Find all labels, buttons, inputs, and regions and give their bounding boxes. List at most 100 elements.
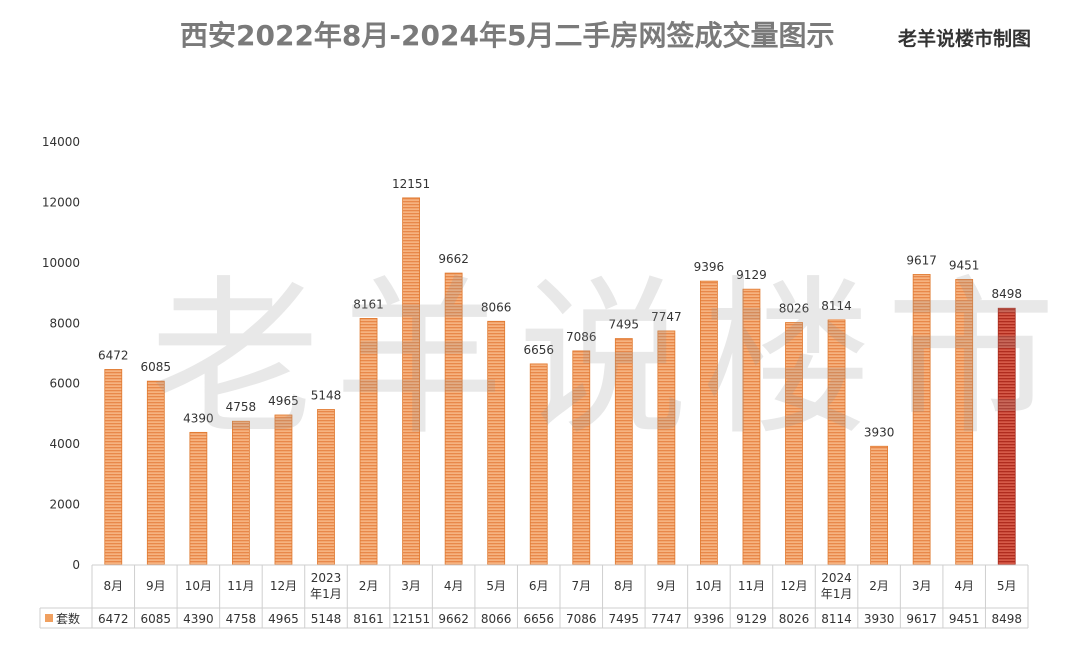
data-label: 9396 xyxy=(694,260,725,274)
data-label: 9129 xyxy=(736,268,767,282)
bar xyxy=(359,318,378,566)
table-value-cell: 4965 xyxy=(268,612,299,626)
bar xyxy=(785,322,803,566)
legend-swatch xyxy=(45,614,53,622)
x-tick-label: 9月 xyxy=(146,579,166,593)
bar xyxy=(572,350,591,566)
data-label: 7086 xyxy=(566,330,597,344)
data-label: 4758 xyxy=(226,400,257,414)
table-value-cell: 8161 xyxy=(353,612,384,626)
table-value-cell: 9617 xyxy=(906,612,937,626)
data-label: 6656 xyxy=(523,343,554,357)
bar xyxy=(274,414,293,566)
bar xyxy=(614,338,633,566)
data-label: 8498 xyxy=(991,287,1022,301)
y-tick-label: 10000 xyxy=(42,256,80,270)
table-value-cell: 4390 xyxy=(183,612,214,626)
y-tick-label: 12000 xyxy=(42,195,80,209)
bar xyxy=(657,330,676,566)
bar xyxy=(104,369,123,566)
x-tick-label: 11月 xyxy=(738,579,765,593)
y-tick-label: 2000 xyxy=(49,498,80,512)
bar xyxy=(529,363,548,566)
table-value-cell: 9662 xyxy=(438,612,469,626)
data-label: 4390 xyxy=(183,411,214,425)
x-tick-label: 5月 xyxy=(997,579,1017,593)
data-labels-group: 6472 6085 4390 4758 4965 5148 8161 12151 9662 806… xyxy=(98,177,1022,439)
bar xyxy=(402,197,420,566)
x-tick-label: 2024 年1月 xyxy=(821,571,853,601)
data-label: 6085 xyxy=(141,360,172,374)
table-value-cell: 8114 xyxy=(821,612,852,626)
bar xyxy=(955,279,974,566)
data-label: 7747 xyxy=(651,310,682,324)
table-value-cell: 6085 xyxy=(141,612,172,626)
x-tick-label: 8月 xyxy=(103,579,123,593)
data-label: 8026 xyxy=(779,302,810,316)
x-tick-label: 2月 xyxy=(359,579,379,593)
x-tick-label: 3月 xyxy=(401,579,421,593)
x-tick-label-line: 2024 xyxy=(821,571,852,585)
table-value-cell: 8066 xyxy=(481,612,512,626)
x-tick-label: 8月 xyxy=(614,579,634,593)
x-tick-label-line: 2023 xyxy=(311,571,342,585)
table-value-cell: 4758 xyxy=(226,612,257,626)
y-tick-label: 14000 xyxy=(42,135,80,149)
bar xyxy=(444,272,463,566)
table-value-cell: 5148 xyxy=(311,612,342,626)
bar xyxy=(487,320,506,566)
data-label: 8066 xyxy=(481,300,512,314)
table-value-cell: 8498 xyxy=(991,612,1022,626)
data-label: 8114 xyxy=(821,299,852,313)
table-value-cell: 7495 xyxy=(609,612,640,626)
y-tick-label: 0 xyxy=(72,558,80,572)
x-tick-label-line: 年1月 xyxy=(310,587,342,601)
x-tick-label: 10月 xyxy=(185,579,212,593)
y-tick-label: 6000 xyxy=(49,377,80,391)
data-label: 12151 xyxy=(392,177,430,191)
bar xyxy=(700,280,718,566)
x-tick-label: 5月 xyxy=(486,579,506,593)
data-label: 4965 xyxy=(268,394,299,408)
table-value-cell: 7747 xyxy=(651,612,682,626)
data-table: 套数 8月 6472 9月 6085 10月 4390 11月 4758 12月 4965 2023 年… xyxy=(39,564,1029,629)
bar xyxy=(146,380,165,566)
legend-label: 套数 xyxy=(56,611,80,626)
chart-credit: 老羊说楼市制图 xyxy=(898,28,1032,50)
y-tick-label: 8000 xyxy=(49,316,80,330)
y-tick-label: 4000 xyxy=(49,437,80,451)
table-value-cell: 12151 xyxy=(392,612,430,626)
data-label: 6472 xyxy=(98,348,129,362)
x-tick-label: 11月 xyxy=(227,579,254,593)
x-tick-label: 4月 xyxy=(444,579,464,593)
chart-title: 西安2022年8月-2024年5月二手房网签成交量图示 xyxy=(180,19,835,52)
table-value-cell: 6472 xyxy=(98,612,129,626)
data-label: 9662 xyxy=(438,252,469,266)
x-tick-label: 2023 年1月 xyxy=(310,571,342,601)
table-value-cell: 7086 xyxy=(566,612,597,626)
x-tick-label: 7月 xyxy=(571,579,591,593)
data-label: 5148 xyxy=(311,388,342,402)
bar xyxy=(870,445,888,566)
x-tick-label: 10月 xyxy=(695,579,722,593)
bars-group xyxy=(104,197,1016,566)
x-tick-label: 12月 xyxy=(780,579,807,593)
x-tick-label: 12月 xyxy=(270,579,297,593)
table-value-cell: 9396 xyxy=(694,612,725,626)
x-tick-label: 2月 xyxy=(869,579,889,593)
data-label: 3930 xyxy=(864,425,895,439)
bar xyxy=(189,431,208,566)
x-tick-label: 9月 xyxy=(657,579,677,593)
table-value-cell: 9129 xyxy=(736,612,767,626)
bar xyxy=(317,409,335,566)
data-label: 9451 xyxy=(949,258,980,272)
bar xyxy=(912,274,931,566)
data-label: 8161 xyxy=(353,297,384,311)
bar xyxy=(997,307,1016,566)
table-value-cell: 9451 xyxy=(949,612,980,626)
x-tick-label: 6月 xyxy=(529,579,549,593)
bar xyxy=(827,319,846,566)
bar xyxy=(742,288,761,566)
